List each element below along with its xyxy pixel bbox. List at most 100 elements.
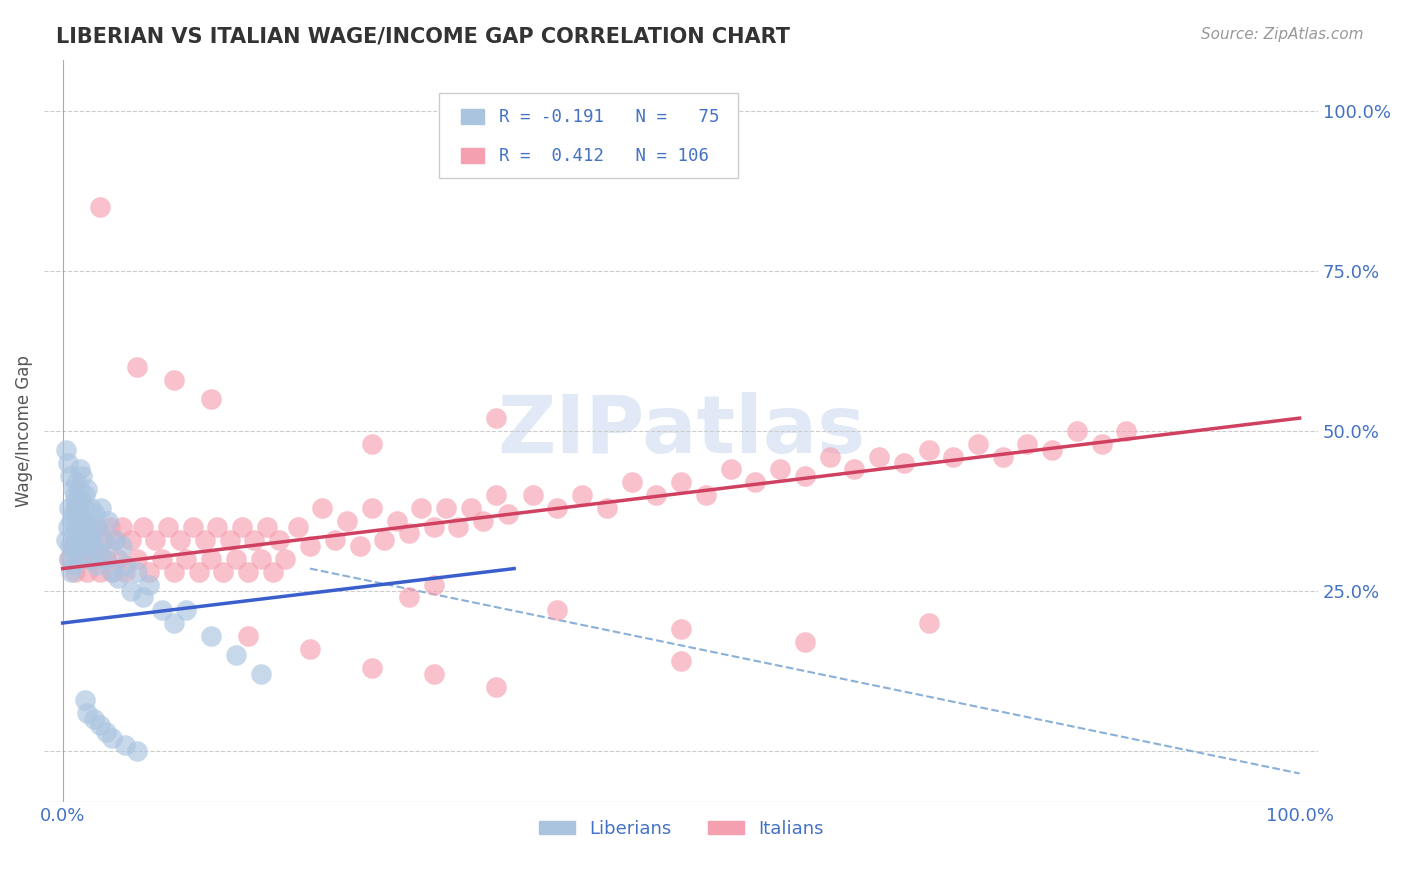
Point <box>73 520 96 534</box>
Point <box>546 500 568 515</box>
Point <box>62 507 84 521</box>
Point <box>59 539 82 553</box>
Point <box>225 552 247 566</box>
Point <box>76 482 98 496</box>
Point <box>818 450 841 464</box>
Point <box>769 462 792 476</box>
Point <box>111 539 134 553</box>
Point <box>84 558 107 573</box>
Point <box>422 520 444 534</box>
Point <box>669 654 692 668</box>
Point <box>114 558 136 573</box>
Point <box>66 552 89 566</box>
Point <box>496 507 519 521</box>
Point <box>56 456 79 470</box>
Text: ZIPatlas: ZIPatlas <box>496 392 865 470</box>
Point <box>645 488 668 502</box>
Point <box>868 450 890 464</box>
Point <box>991 450 1014 464</box>
Point <box>80 500 103 515</box>
Point <box>522 488 544 502</box>
Point <box>72 520 94 534</box>
Point <box>274 552 297 566</box>
Point <box>256 520 278 534</box>
Point <box>63 488 86 502</box>
Point <box>917 615 939 630</box>
Point <box>101 565 124 579</box>
Text: R =  0.412   N = 106: R = 0.412 N = 106 <box>499 146 709 165</box>
Point <box>150 552 173 566</box>
Point <box>114 565 136 579</box>
Point <box>238 565 260 579</box>
Point <box>125 552 148 566</box>
Point <box>62 545 84 559</box>
Point <box>1017 436 1039 450</box>
Point <box>323 533 346 547</box>
Point <box>484 680 506 694</box>
Point <box>398 591 420 605</box>
Point <box>94 552 117 566</box>
Point <box>1040 443 1063 458</box>
Point <box>73 693 96 707</box>
Point <box>218 533 240 547</box>
Point <box>484 488 506 502</box>
Point <box>299 641 322 656</box>
Point <box>66 507 89 521</box>
Point <box>89 545 111 559</box>
Point <box>125 744 148 758</box>
Point <box>58 552 80 566</box>
Point <box>93 533 115 547</box>
Point <box>94 552 117 566</box>
Point <box>422 577 444 591</box>
Point <box>60 565 83 579</box>
Point <box>200 552 222 566</box>
Point <box>138 577 160 591</box>
FancyBboxPatch shape <box>439 93 738 178</box>
Point <box>744 475 766 490</box>
Point <box>70 552 93 566</box>
Point <box>361 436 384 450</box>
Point <box>89 565 111 579</box>
Point <box>132 591 155 605</box>
Bar <box>461 148 484 163</box>
Point <box>460 500 482 515</box>
Point <box>107 552 129 566</box>
Point <box>411 500 433 515</box>
Point <box>98 520 121 534</box>
Point <box>156 520 179 534</box>
Point <box>596 500 619 515</box>
Point <box>120 584 142 599</box>
Point <box>150 603 173 617</box>
Point <box>63 494 86 508</box>
Point <box>94 724 117 739</box>
Point <box>720 462 742 476</box>
Point <box>66 533 89 547</box>
Point <box>373 533 395 547</box>
Point <box>243 533 266 547</box>
Point <box>917 443 939 458</box>
Point <box>138 565 160 579</box>
Point <box>76 706 98 720</box>
Point <box>287 520 309 534</box>
Point <box>66 500 89 515</box>
Point <box>1091 436 1114 450</box>
Point <box>62 539 84 553</box>
Point <box>67 482 90 496</box>
Point <box>967 436 990 450</box>
Point <box>249 667 271 681</box>
Point <box>62 558 84 573</box>
Point <box>97 514 120 528</box>
Point <box>125 359 148 374</box>
Point <box>65 520 87 534</box>
Point <box>93 533 115 547</box>
Point <box>120 533 142 547</box>
Point <box>70 539 93 553</box>
Point <box>77 520 100 534</box>
Point <box>620 475 643 490</box>
Point <box>361 661 384 675</box>
Point <box>311 500 333 515</box>
Point <box>55 533 77 547</box>
Point <box>181 520 204 534</box>
Point <box>546 603 568 617</box>
Point <box>86 520 108 534</box>
